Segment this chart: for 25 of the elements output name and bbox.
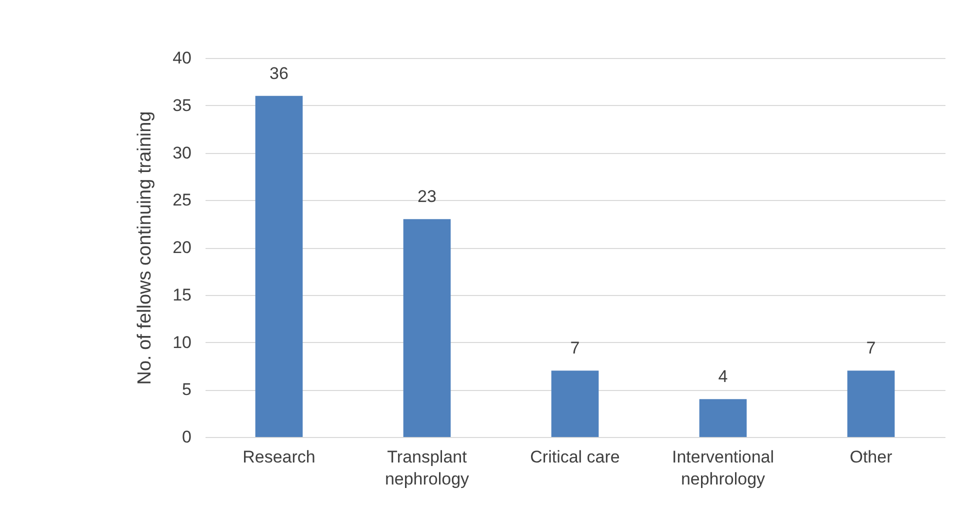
y-tick-label: 20 [172, 238, 192, 257]
data-label: 4 [718, 367, 728, 386]
bar [699, 399, 747, 437]
data-label: 7 [866, 338, 876, 358]
bar [403, 219, 451, 437]
y-axis-title: No. of fellows continuing training [134, 111, 156, 385]
y-tick-label: 25 [172, 190, 192, 210]
data-label: 7 [570, 338, 580, 358]
x-tick-label: Interventional nephrology [672, 448, 774, 488]
y-tick-label: 5 [182, 380, 192, 400]
y-tick-label: 15 [172, 285, 192, 304]
x-tick-label: Other [850, 448, 893, 466]
data-label: 36 [270, 64, 288, 83]
y-tick-label: 10 [172, 332, 192, 352]
x-tick-label: Critical care [530, 448, 620, 466]
y-tick-label: 40 [172, 48, 192, 68]
data-label: 23 [418, 187, 436, 206]
y-tick-label: 35 [172, 96, 192, 115]
bar [551, 370, 599, 437]
y-tick-label: 30 [172, 143, 192, 162]
y-tick-label: 0 [182, 428, 192, 446]
bar [847, 370, 895, 437]
x-tick-label: Research [242, 448, 316, 466]
x-tick-label: Transplant nephrology [384, 448, 470, 488]
bar [255, 96, 303, 437]
